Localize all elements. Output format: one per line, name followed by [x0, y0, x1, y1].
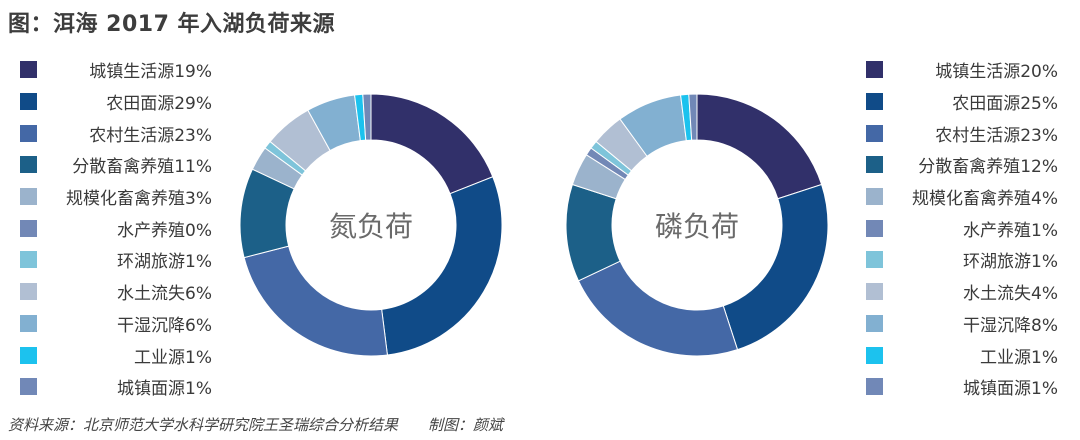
legend-swatch	[866, 93, 883, 111]
nitrogen-legend-item: 农村生活源23%	[20, 117, 212, 149]
legend-label: 水土流失4%	[963, 284, 1058, 305]
phosphorus-legend-item: 工业源1%	[866, 339, 1058, 371]
legend-label: 农村生活源23%	[935, 125, 1058, 146]
legend-swatch	[866, 124, 883, 142]
legend-swatch	[866, 378, 883, 396]
nitrogen-slice-10	[362, 93, 372, 141]
nitrogen-legend-item: 水产养殖0%	[20, 212, 212, 244]
phosphorus-legend-item: 规模化畜禽养殖4%	[866, 181, 1058, 213]
phosphorus-legend-item: 干湿沉降8%	[866, 308, 1058, 340]
footer: 资料来源：北京师范大学水科学研究院王圣瑞综合分析结果 制图：颜斌	[8, 414, 503, 435]
legend-swatch	[20, 124, 37, 142]
legend-label: 水产养殖0%	[117, 220, 212, 241]
page-title: 图：洱海 2017 年入湖负荷来源	[8, 12, 336, 37]
legend-label: 城镇生活源19%	[89, 62, 212, 83]
phosphorus-legend-item: 城镇面源1%	[866, 371, 1058, 403]
phosphorus-legend-item: 农田面源25%	[866, 86, 1058, 118]
legend-label: 城镇生活源20%	[935, 62, 1058, 83]
phosphorus-legend: 城镇生活源20% 农田面源25% 农村生活源23% 分散畜禽养殖12% 规模化畜禽养殖4…	[866, 54, 1058, 403]
legend-label: 环湖旅游1%	[963, 252, 1058, 273]
nitrogen-legend-item: 城镇生活源19%	[20, 54, 212, 86]
legend-swatch	[866, 251, 883, 269]
legend-swatch	[20, 283, 37, 301]
legend-swatch	[20, 219, 37, 237]
legend-label: 城镇面源1%	[963, 379, 1058, 400]
legend-label: 规模化畜禽养殖4%	[912, 189, 1058, 210]
nitrogen-legend-item: 农田面源29%	[20, 86, 212, 118]
nitrogen-legend-item: 环湖旅游1%	[20, 244, 212, 276]
legend-label: 分散畜禽养殖12%	[918, 157, 1058, 178]
nitrogen-legend-item: 干湿沉降6%	[20, 308, 212, 340]
legend-label: 干湿沉降6%	[117, 315, 212, 336]
footer-source: 资料来源：北京师范大学水科学研究院王圣瑞综合分析结果	[8, 416, 399, 434]
legend-label: 农田面源25%	[952, 94, 1058, 115]
nitrogen-legend-item: 工业源1%	[20, 339, 212, 371]
nitrogen-donut-chart: 氮负荷	[236, 90, 506, 360]
nitrogen-legend-item: 分散畜禽养殖11%	[20, 149, 212, 181]
legend-swatch	[866, 188, 883, 206]
legend-swatch	[20, 156, 37, 174]
legend-label: 环湖旅游1%	[117, 252, 212, 273]
legend-swatch	[866, 156, 883, 174]
phosphorus-slice-10	[688, 93, 698, 141]
legend-swatch	[20, 346, 37, 364]
legend-swatch	[20, 251, 37, 269]
phosphorus-center-label: 磷负荷	[654, 210, 739, 243]
phosphorus-donut-svg	[565, 93, 829, 357]
legend-label: 水土流失6%	[117, 284, 212, 305]
phosphorus-legend-item: 农村生活源23%	[866, 117, 1058, 149]
legend-label: 规模化畜禽养殖3%	[66, 189, 212, 210]
legend-label: 工业源1%	[980, 347, 1058, 368]
phosphorus-legend-item: 环湖旅游1%	[866, 244, 1058, 276]
legend-swatch	[20, 61, 37, 79]
legend-swatch	[866, 346, 883, 364]
footer-author: 制图：颜斌	[428, 416, 504, 434]
nitrogen-center-label: 氮负荷	[328, 210, 413, 243]
nitrogen-legend-item: 水土流失6%	[20, 276, 212, 308]
phosphorus-legend-item: 水土流失4%	[866, 276, 1058, 308]
legend-swatch	[20, 314, 37, 332]
legend-swatch	[866, 61, 883, 79]
phosphorus-donut-chart: 磷负荷	[562, 90, 832, 360]
phosphorus-legend-item: 城镇生活源20%	[866, 54, 1058, 86]
legend-label: 农田面源29%	[106, 94, 212, 115]
legend-swatch	[866, 314, 883, 332]
legend-swatch	[20, 93, 37, 111]
phosphorus-legend-item: 水产养殖1%	[866, 212, 1058, 244]
nitrogen-legend: 城镇生活源19% 农田面源29% 农村生活源23% 分散畜禽养殖11% 规模化畜禽养殖3…	[20, 54, 212, 403]
nitrogen-legend-item: 城镇面源1%	[20, 371, 212, 403]
legend-label: 水产养殖1%	[963, 220, 1058, 241]
legend-label: 分散畜禽养殖11%	[72, 157, 212, 178]
legend-swatch	[866, 283, 883, 301]
legend-swatch	[866, 219, 883, 237]
legend-label: 农村生活源23%	[89, 125, 212, 146]
legend-label: 城镇面源1%	[117, 379, 212, 400]
legend-swatch	[20, 188, 37, 206]
legend-swatch	[20, 378, 37, 396]
legend-label: 工业源1%	[134, 347, 212, 368]
nitrogen-legend-item: 规模化畜禽养殖3%	[20, 181, 212, 213]
nitrogen-donut-svg	[239, 93, 503, 357]
nitrogen-slice-1	[381, 176, 503, 356]
legend-label: 干湿沉降8%	[963, 315, 1058, 336]
phosphorus-legend-item: 分散畜禽养殖12%	[866, 149, 1058, 181]
